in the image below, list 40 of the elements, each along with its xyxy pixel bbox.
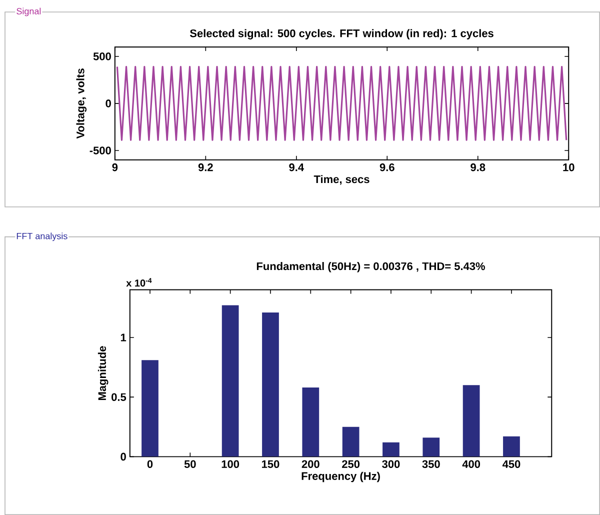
bar bbox=[422, 438, 440, 457]
chart-title: Selected signal: 500 cycles. FFT window (in red): 1 cycles bbox=[190, 29, 494, 40]
x-tick-label: 150 bbox=[262, 460, 280, 468]
x-tick-label: 9.6 bbox=[380, 163, 394, 172]
x-axis-title: Time, secs bbox=[314, 175, 370, 185]
x-tick-label: 9.2 bbox=[198, 163, 213, 172]
y-tick-label: 0 bbox=[120, 452, 126, 461]
text: x 10$^{-4}$ bbox=[126, 278, 152, 287]
x-tick-label: 250 bbox=[342, 460, 360, 468]
bar bbox=[342, 426, 360, 457]
x-tick-label: 50 bbox=[184, 460, 196, 468]
y-tick-label: 0.5 bbox=[112, 393, 126, 401]
bar bbox=[222, 305, 239, 457]
bar bbox=[302, 388, 320, 457]
y-tick-label: -500 bbox=[90, 146, 111, 154]
y-axis-title: Voltage, volts bbox=[76, 68, 87, 139]
x-tick-label: 10 bbox=[563, 163, 574, 172]
x-tick-label: 400 bbox=[462, 460, 480, 468]
x-tick-label: 300 bbox=[382, 460, 400, 468]
x-tick-label: 200 bbox=[302, 460, 320, 468]
x-tick-label: 0 bbox=[147, 460, 153, 468]
bar bbox=[462, 385, 480, 457]
x-axis-title: Frequency (Hz) bbox=[302, 472, 380, 482]
bar bbox=[262, 312, 279, 457]
chart-title: Fundamental (50Hz) = 0.00376 , THD= 5.43% bbox=[256, 262, 485, 272]
x-tick-label: 9.4 bbox=[289, 163, 304, 172]
x-tick-label: 9.8 bbox=[470, 163, 486, 172]
text: FFT analysis bbox=[16, 232, 68, 242]
x-tick-label: 450 bbox=[502, 460, 520, 468]
text: Signal bbox=[16, 8, 41, 16]
bar bbox=[382, 442, 400, 457]
bar bbox=[142, 360, 158, 457]
x-tick-label: 9 bbox=[112, 163, 118, 172]
x-tick-label: 100 bbox=[222, 460, 240, 468]
bar bbox=[503, 436, 520, 457]
y-tick-label: 1 bbox=[120, 334, 126, 342]
y-axis-title: Magnitude bbox=[98, 346, 108, 400]
y-tick-label: 500 bbox=[93, 52, 111, 60]
y-tick-label: 0 bbox=[106, 100, 111, 108]
x-tick-label: 350 bbox=[422, 460, 440, 468]
